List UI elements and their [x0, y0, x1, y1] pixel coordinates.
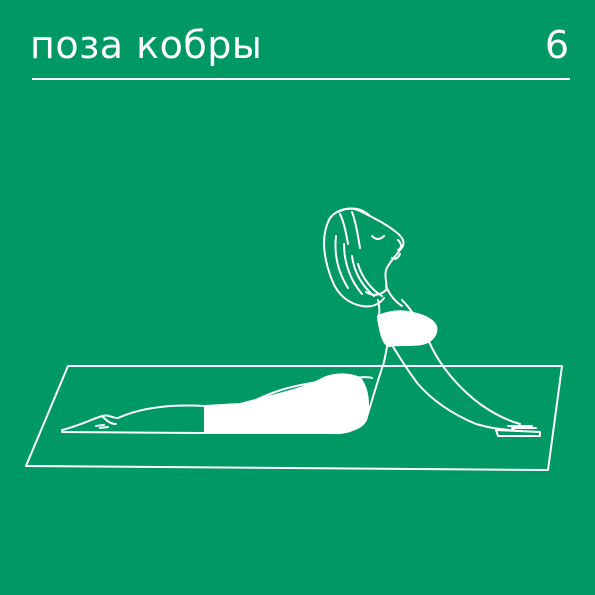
- hair-top: [337, 207, 371, 217]
- face-nose: [397, 239, 402, 251]
- hand: [495, 429, 541, 437]
- head-outline: [329, 207, 405, 296]
- face-eye: [371, 235, 385, 240]
- neck-back: [377, 299, 381, 321]
- pose-title: поза кобры: [30, 23, 263, 67]
- neck: [385, 285, 403, 307]
- foot-lines: [95, 424, 109, 429]
- face-mouth: [391, 253, 401, 260]
- yoga-mat: [25, 365, 563, 471]
- swimsuit-bottom: [204, 373, 369, 434]
- torso-outline: [365, 337, 389, 421]
- arm-back: [387, 337, 515, 431]
- foot-curve: [101, 415, 117, 425]
- hair-outer: [323, 217, 385, 308]
- hair-strands: [334, 235, 383, 297]
- swimsuit-top: [377, 310, 438, 347]
- pose-number: 6: [544, 23, 569, 67]
- header-divider: [32, 78, 570, 80]
- fingers: [507, 425, 537, 429]
- arm-front: [401, 299, 521, 425]
- hair-band: [339, 211, 361, 249]
- torso-front: [329, 419, 367, 435]
